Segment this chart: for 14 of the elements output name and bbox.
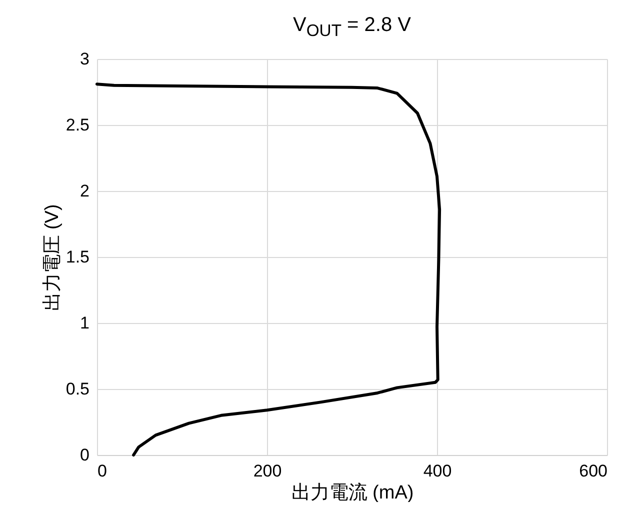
y-tick-label: 3 <box>80 50 90 68</box>
x-tick-label: 600 <box>579 462 608 480</box>
y-tick-label: 2.5 <box>66 116 90 134</box>
line-series <box>96 82 442 456</box>
y-tick-label: 0 <box>80 446 90 464</box>
chart-title: V$_{OUT}$ = 2.8 V <box>292 14 412 41</box>
y-tick-label: 0.5 <box>66 380 90 398</box>
y-tick-label: 1 <box>80 314 90 332</box>
y-tick-label: 2 <box>80 182 90 200</box>
y-tick-label: 1.5 <box>66 248 90 266</box>
x-tick-label: 0 <box>98 462 107 480</box>
x-tick-label: 200 <box>253 462 282 480</box>
x-tick-label: 400 <box>423 462 452 480</box>
y-axis-title: 出力電圧 (V) <box>42 204 63 311</box>
